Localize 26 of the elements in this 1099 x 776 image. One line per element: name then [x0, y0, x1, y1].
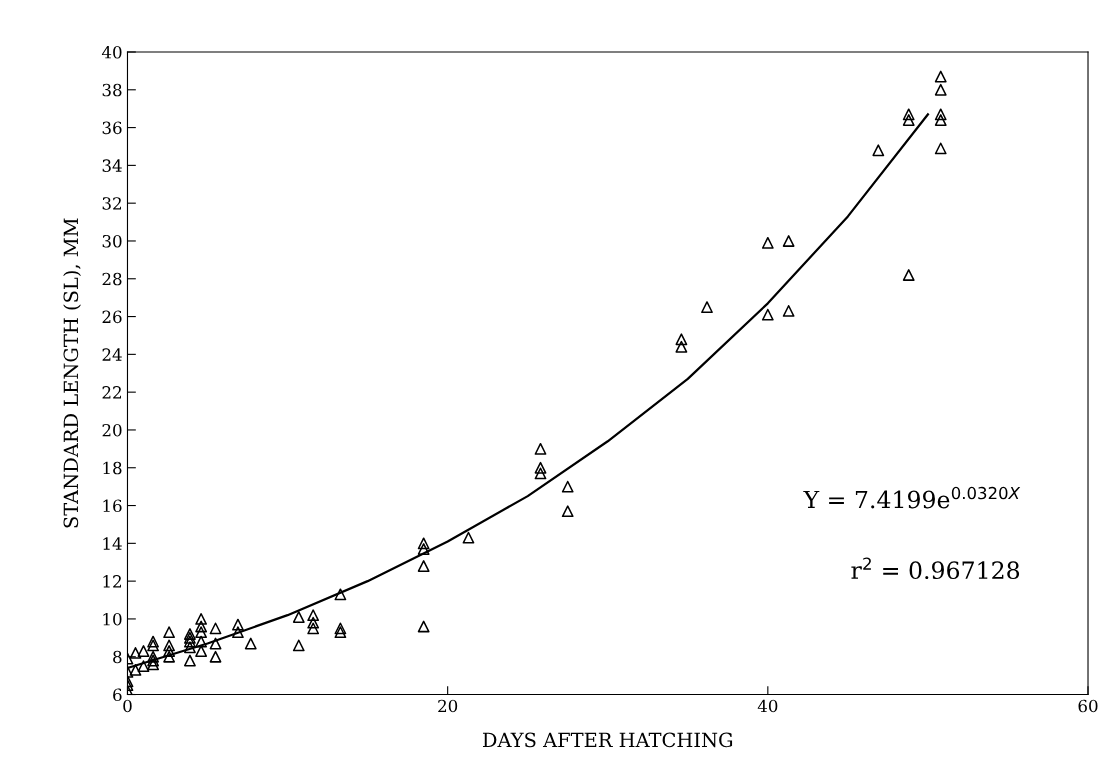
y-tick-label: 6: [113, 688, 122, 702]
x-axis-title: DAYS AFTER HATCHING: [482, 732, 733, 748]
y-tick-label: 34: [102, 159, 122, 172]
annotation: r$^{2}$ = 0.967128: [851, 557, 1020, 580]
y-tick-label: 20: [102, 423, 122, 437]
y-tick-label: 16: [103, 499, 122, 513]
y-axis-title: STANDARD LENGTH (SL), MM: [63, 218, 81, 528]
y-tick-label: 28: [102, 272, 122, 286]
y-tick-label: 10: [103, 612, 122, 626]
y-tick-label: 12: [103, 575, 121, 588]
y-tick-label: 32: [102, 197, 121, 210]
x-tick-label: 40: [757, 699, 778, 713]
y-tick-label: 30: [102, 234, 122, 248]
y-tick-label: 8: [113, 650, 122, 664]
x-tick-label: 60: [1078, 699, 1098, 713]
y-tick-label: 24: [102, 348, 122, 361]
annotation: Y = 7.4199e$^{0.0320X}$: [803, 486, 1021, 509]
x-tick-label: 20: [438, 699, 458, 713]
y-tick-label: 26: [102, 310, 122, 324]
y-tick-label: 22: [102, 386, 121, 399]
y-tick-label: 14: [103, 537, 122, 550]
y-tick-label: 36: [102, 121, 122, 135]
y-tick-label: 40: [101, 45, 122, 59]
y-tick-label: 38: [102, 83, 122, 97]
x-tick-label: 0: [123, 699, 132, 713]
y-tick-label: 18: [103, 461, 122, 475]
